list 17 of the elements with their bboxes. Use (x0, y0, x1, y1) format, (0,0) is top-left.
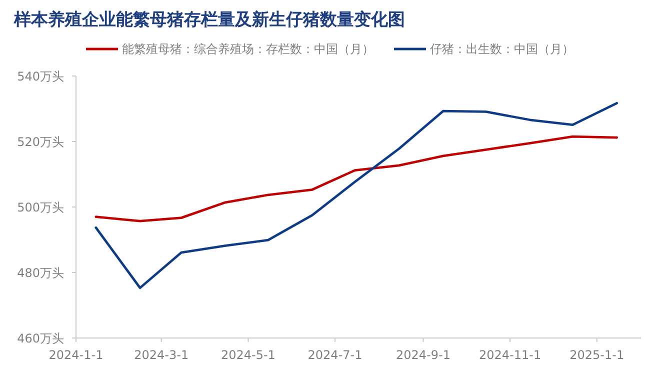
x-tick-label: 2024-1-1 (48, 348, 104, 362)
legend-label: 仔猪：出生数：中国（月） (430, 42, 574, 56)
y-tick-label: 520万头 (17, 135, 64, 149)
y-tick-label: 540万头 (17, 70, 64, 84)
y-tick-label: 480万头 (17, 266, 64, 280)
chart-title: 样本养殖企业能繁母猪存栏量及新生仔猪数量变化图 (13, 10, 405, 30)
line-series (94, 135, 618, 222)
y-tick-label: 460万头 (17, 332, 64, 346)
x-tick-label: 2024-9-1 (396, 348, 450, 362)
x-tick-label: 2024-5-1 (220, 348, 276, 362)
legend-label: 能繁殖母猪：综合养殖场：存栏数：中国（月） (122, 42, 374, 56)
x-tick-label: 2024-7-1 (308, 348, 362, 362)
x-tick-label: 2024-3-1 (134, 348, 189, 362)
y-tick-label: 500万头 (17, 200, 64, 214)
line-series (94, 102, 618, 290)
x-tick-label: 2024-11-1 (479, 348, 542, 362)
x-tick-label: 2025-1-1 (570, 348, 624, 362)
